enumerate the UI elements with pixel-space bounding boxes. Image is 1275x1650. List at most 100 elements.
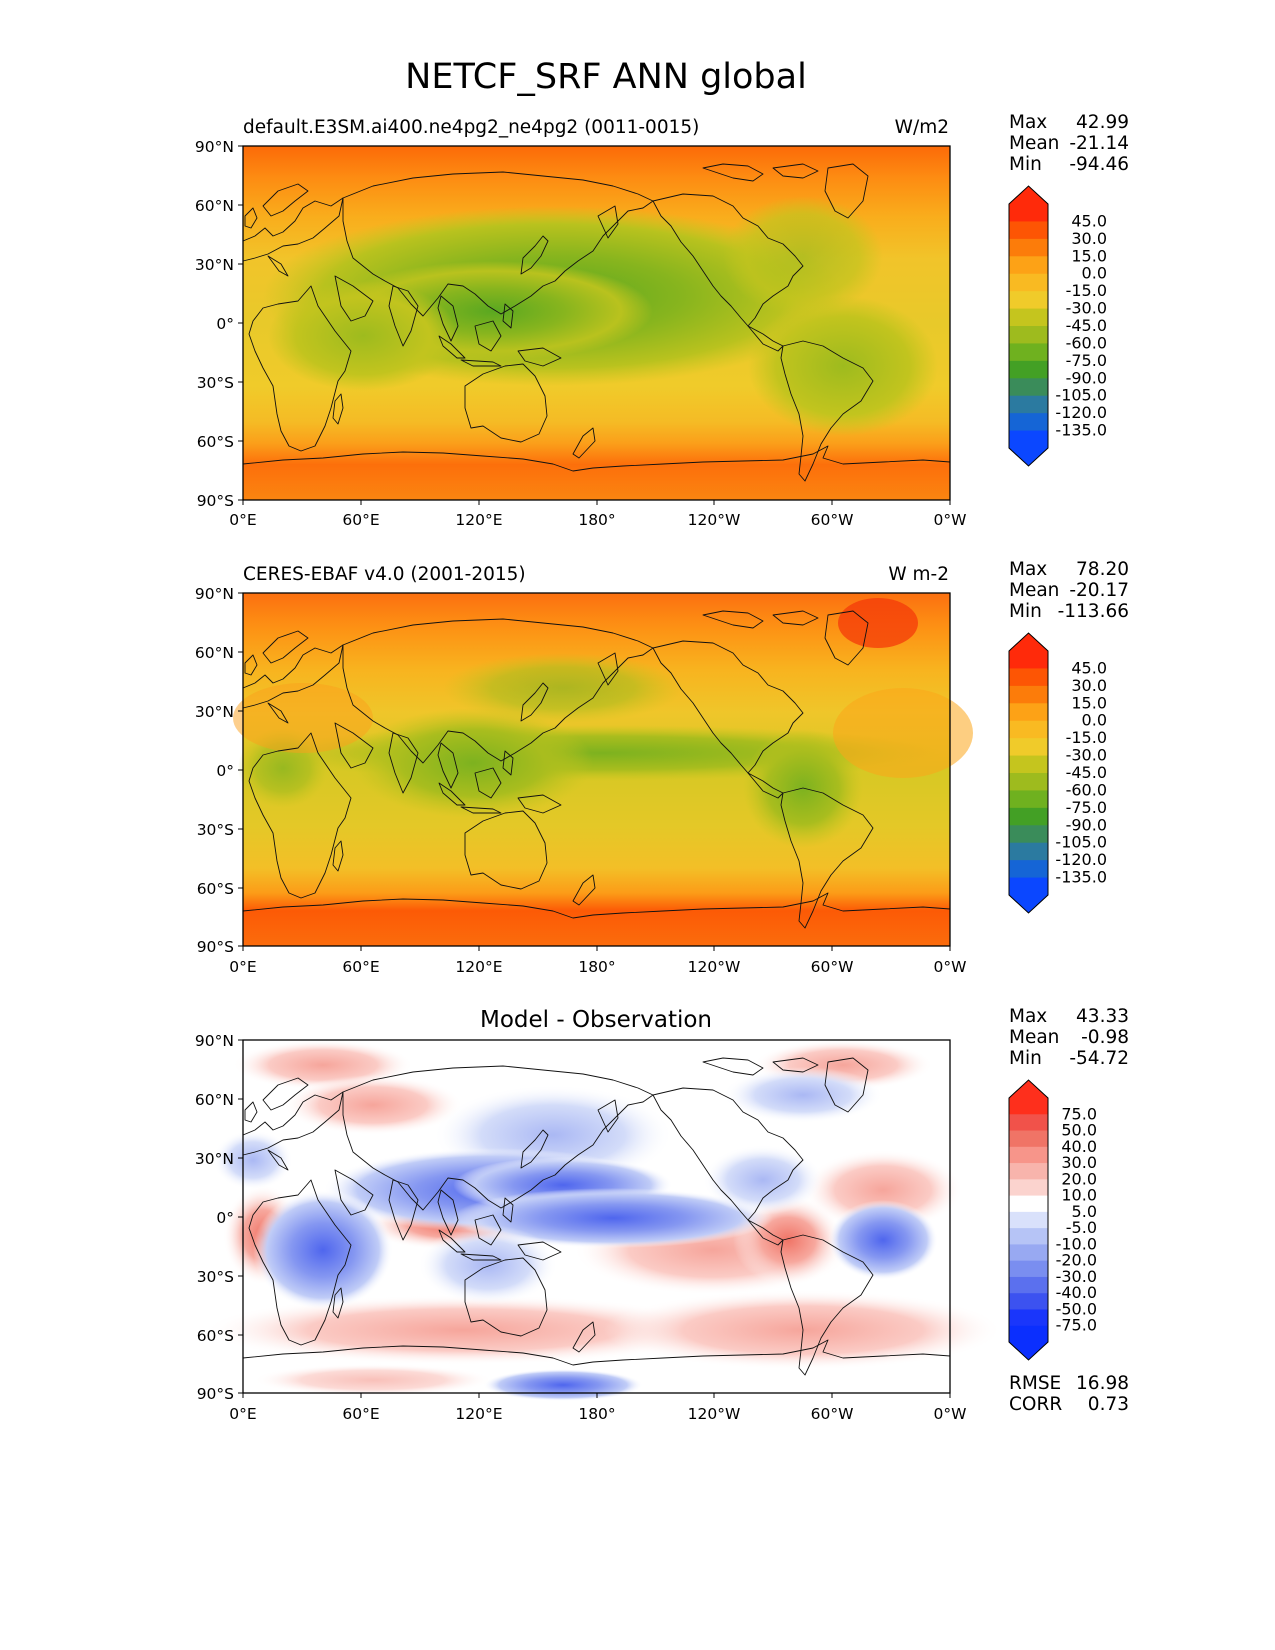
colorbar-tick-label: -10.0: [1056, 1234, 1097, 1253]
figure-title: NETCF_SRF ANN global: [405, 57, 807, 97]
colorbar-tick-label: -75.0: [1066, 351, 1107, 370]
lon-label: 120°W: [688, 958, 741, 976]
lat-label: 90°N: [195, 138, 234, 156]
stat-value: 42.99: [1076, 112, 1129, 133]
colorbar-segment: [1009, 773, 1048, 792]
lat-label: 60°S: [197, 433, 234, 451]
panel-reference-stats: Max 78.20 Mean -20.17 Min -113.66: [1009, 559, 1129, 622]
panel-diff-stats: Max 43.33 Mean -0.98 Min -54.72: [1009, 1006, 1129, 1069]
colorbar-tick-label: -135.0: [1055, 421, 1107, 440]
lat-label: 90°S: [197, 492, 234, 510]
panel-reference-lon-labels: 0°E 60°E 120°E 180° 120°W 60°W 0°W: [229, 958, 966, 976]
colorbar-segment: [1009, 1228, 1048, 1245]
colorbar-extension-top: [1009, 186, 1048, 204]
colorbar-tick-label: -120.0: [1055, 850, 1107, 869]
colorbar-tick-label: -45.0: [1066, 316, 1107, 335]
colorbar-tick-label: -5.0: [1066, 1218, 1097, 1237]
colorbar-outline: [1008, 632, 1049, 914]
colorbar-extension-bottom: [1009, 448, 1048, 466]
colorbar-segment: [1009, 651, 1048, 670]
colorbar-tick-label: -105.0: [1055, 833, 1107, 852]
stat-label: Min: [1009, 1048, 1042, 1069]
panel-reference-map: [233, 592, 973, 947]
colorbar-tick-label: 50.0: [1061, 1121, 1097, 1140]
colorbar-tick-label: 15.0: [1071, 693, 1107, 712]
lat-label: 60°N: [195, 197, 234, 215]
stat-value: -21.14: [1069, 133, 1129, 154]
stat-value: -54.72: [1069, 1048, 1129, 1069]
panel-reference-ticks: [238, 592, 951, 951]
lon-label: 180°: [578, 511, 615, 529]
lon-label: 60°E: [342, 511, 379, 529]
colorbar-tick-label: 15.0: [1071, 246, 1107, 265]
stat-label: Min: [1009, 154, 1042, 175]
stat-value: 0.73: [1088, 1394, 1129, 1415]
lat-label: 30°N: [195, 703, 234, 721]
panel-test-colorbar: 45.030.015.00.0-15.0-30.0-45.0-60.0-75.0…: [1008, 185, 1107, 467]
colorbar-tick-label: -45.0: [1066, 763, 1107, 782]
colorbar-segment: [1009, 685, 1048, 704]
colorbar-tick-label: -75.0: [1056, 1316, 1097, 1335]
lon-label: 60°W: [811, 511, 854, 529]
stat-label: Max: [1009, 559, 1047, 580]
colorbar-segment: [1009, 842, 1048, 861]
stat-label: Max: [1009, 1006, 1047, 1027]
panel-diff-colorbar: 75.050.040.030.020.010.05.0-5.0-10.0-20.…: [1008, 1079, 1097, 1361]
colorbar-segment: [1009, 326, 1048, 345]
colorbar-segment: [1009, 790, 1048, 809]
stat-value: 16.98: [1076, 1373, 1129, 1394]
lat-label: 60°N: [195, 644, 234, 662]
panel-diff-title: Model - Observation: [480, 1007, 712, 1033]
colorbar-segment: [1009, 413, 1048, 432]
panel-diff: Model - Observation: [195, 1006, 1129, 1423]
lon-label: 60°W: [811, 1405, 854, 1423]
colorbar-tick-label: -75.0: [1066, 798, 1107, 817]
stat-label: Mean: [1009, 580, 1059, 601]
lat-label: 0°: [216, 315, 234, 333]
colorbar-segment: [1009, 1211, 1048, 1229]
colorbar-tick-label: -60.0: [1066, 780, 1107, 799]
panel-test-lon-labels: 0°E 60°E 120°E 180° 120°W 60°W 0°W: [229, 511, 966, 529]
colorbar-segment: [1009, 291, 1048, 310]
panel-diff-footer-stats: RMSE 16.98 CORR 0.73: [1009, 1373, 1129, 1415]
colorbar-tick-label: -50.0: [1056, 1299, 1097, 1318]
colorbar-tick-label: 20.0: [1061, 1169, 1097, 1188]
lon-label: 120°E: [455, 1405, 502, 1423]
panel-test-stats: Max 42.99 Mean -21.14 Min -94.46: [1009, 112, 1129, 175]
colorbar-segment: [1009, 1244, 1048, 1262]
colorbar-segment: [1009, 1130, 1048, 1148]
panel-reference-lat-labels: 90°N 60°N 30°N 0° 30°S 60°S 90°S: [195, 585, 234, 956]
lon-label: 120°W: [688, 511, 741, 529]
colorbar-segment: [1009, 825, 1048, 844]
lat-label: 30°S: [197, 821, 234, 839]
colorbar-tick-label: -30.0: [1066, 746, 1107, 765]
lat-label: 30°S: [197, 1268, 234, 1286]
panel-test-lat-labels: 90°N 60°N 30°N 0° 30°S 60°S 90°S: [195, 138, 234, 510]
lat-label: 0°: [216, 762, 234, 780]
colorbar-segment: [1009, 430, 1048, 449]
colorbar-tick-label: -20.0: [1056, 1251, 1097, 1270]
colorbar-segment: [1009, 273, 1048, 292]
panel-reference-colorbar: 45.030.015.00.0-15.0-30.0-45.0-60.0-75.0…: [1008, 632, 1107, 914]
stat-value: 78.20: [1076, 559, 1129, 580]
lat-label: 60°S: [197, 1327, 234, 1345]
colorbar-tick-label: -15.0: [1066, 728, 1107, 747]
colorbar-outline: [1008, 1079, 1049, 1361]
lon-label: 0°E: [229, 958, 256, 976]
lon-label: 0°E: [229, 511, 256, 529]
panel-reference-title: CERES-EBAF v4.0 (2001-2015): [243, 564, 526, 585]
colorbar-segment: [1009, 204, 1048, 223]
colorbar-tick-label: 40.0: [1061, 1137, 1097, 1156]
stat-value: -94.46: [1069, 154, 1129, 175]
lat-label: 90°S: [197, 938, 234, 956]
colorbar-segment: [1009, 1179, 1048, 1197]
panel-diff-lon-labels: 0°E 60°E 120°E 180° 120°W 60°W 0°W: [229, 1405, 966, 1423]
colorbar-segment: [1009, 860, 1048, 879]
colorbar-tick-label: 0.0: [1082, 264, 1107, 283]
colorbar-segment: [1009, 720, 1048, 739]
lon-label: 120°E: [455, 511, 502, 529]
lat-label: 60°S: [197, 880, 234, 898]
stat-label: Max: [1009, 112, 1047, 133]
colorbar-segment: [1009, 738, 1048, 757]
lon-label: 0°E: [229, 1405, 256, 1423]
